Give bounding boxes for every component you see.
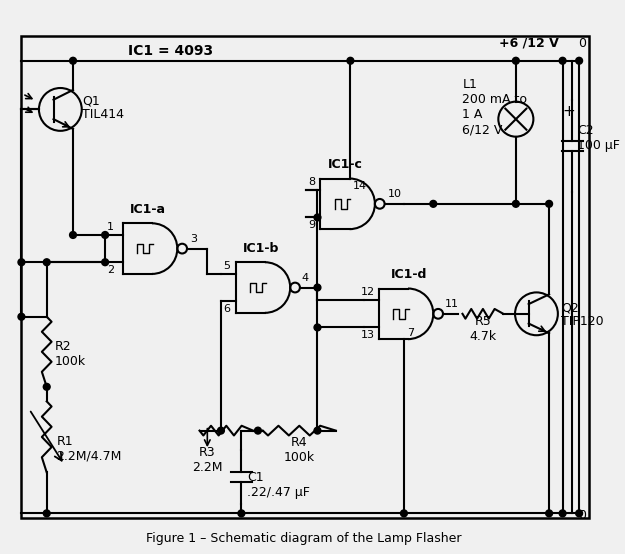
Text: 7: 7 — [407, 329, 414, 338]
Text: 1: 1 — [107, 222, 114, 232]
Circle shape — [18, 314, 25, 320]
Text: IC1 = 4093: IC1 = 4093 — [127, 44, 213, 58]
Text: 9: 9 — [309, 220, 316, 230]
Circle shape — [102, 259, 109, 265]
Text: 13: 13 — [361, 330, 375, 340]
Bar — [21, 37, 589, 518]
Text: C1
.22/.47 μF: C1 .22/.47 μF — [248, 471, 310, 499]
Circle shape — [314, 284, 321, 291]
Text: R1
2.2M/4.7M: R1 2.2M/4.7M — [56, 435, 122, 463]
Text: Q2: Q2 — [561, 301, 579, 315]
Text: Figure 1 – Schematic diagram of the Lamp Flasher: Figure 1 – Schematic diagram of the Lamp… — [146, 532, 461, 545]
Text: 5: 5 — [223, 261, 230, 271]
Text: R5
4.7k: R5 4.7k — [469, 315, 496, 343]
Circle shape — [559, 510, 566, 517]
Text: L1
200 mA to
1 A
6/12 V: L1 200 mA to 1 A 6/12 V — [462, 78, 528, 136]
Circle shape — [430, 201, 437, 207]
Circle shape — [512, 58, 519, 64]
Text: 10: 10 — [388, 189, 401, 199]
Circle shape — [43, 510, 50, 517]
Circle shape — [254, 427, 261, 434]
Text: Q1: Q1 — [82, 94, 99, 107]
Text: R3
2.2M: R3 2.2M — [192, 446, 222, 474]
Circle shape — [347, 58, 354, 64]
Text: 0: 0 — [578, 37, 586, 50]
Text: 8: 8 — [309, 177, 316, 187]
Text: R2
100k: R2 100k — [54, 340, 86, 368]
Circle shape — [69, 232, 76, 238]
Circle shape — [18, 259, 25, 265]
Circle shape — [238, 510, 245, 517]
Text: TIP120: TIP120 — [561, 315, 603, 328]
Circle shape — [102, 232, 109, 238]
Circle shape — [43, 383, 50, 390]
Circle shape — [69, 58, 76, 64]
Circle shape — [576, 510, 582, 517]
Text: 12: 12 — [361, 288, 375, 297]
Text: +: + — [562, 104, 575, 119]
Text: 4: 4 — [302, 273, 309, 283]
Text: TIL414: TIL414 — [82, 108, 124, 121]
Text: 2: 2 — [107, 265, 114, 275]
Circle shape — [512, 201, 519, 207]
Circle shape — [576, 58, 582, 64]
Circle shape — [314, 324, 321, 331]
Circle shape — [546, 201, 552, 207]
Text: +6 /12 V: +6 /12 V — [499, 37, 558, 50]
Text: IC1-a: IC1-a — [130, 203, 166, 216]
Text: 3: 3 — [190, 234, 197, 244]
Text: 11: 11 — [445, 299, 459, 309]
Text: 6: 6 — [223, 304, 230, 314]
Text: R4
100k: R4 100k — [284, 436, 315, 464]
Text: 0: 0 — [578, 509, 586, 522]
Text: IC1-c: IC1-c — [328, 158, 363, 171]
Circle shape — [43, 259, 50, 265]
Circle shape — [401, 510, 408, 517]
Circle shape — [559, 58, 566, 64]
Circle shape — [546, 510, 552, 517]
Text: C2
100 μF: C2 100 μF — [577, 124, 620, 152]
Text: 14: 14 — [353, 181, 367, 191]
Circle shape — [217, 427, 224, 434]
Circle shape — [314, 214, 321, 221]
Circle shape — [314, 427, 321, 434]
Text: IC1-d: IC1-d — [391, 268, 427, 281]
Text: IC1-b: IC1-b — [242, 242, 279, 255]
